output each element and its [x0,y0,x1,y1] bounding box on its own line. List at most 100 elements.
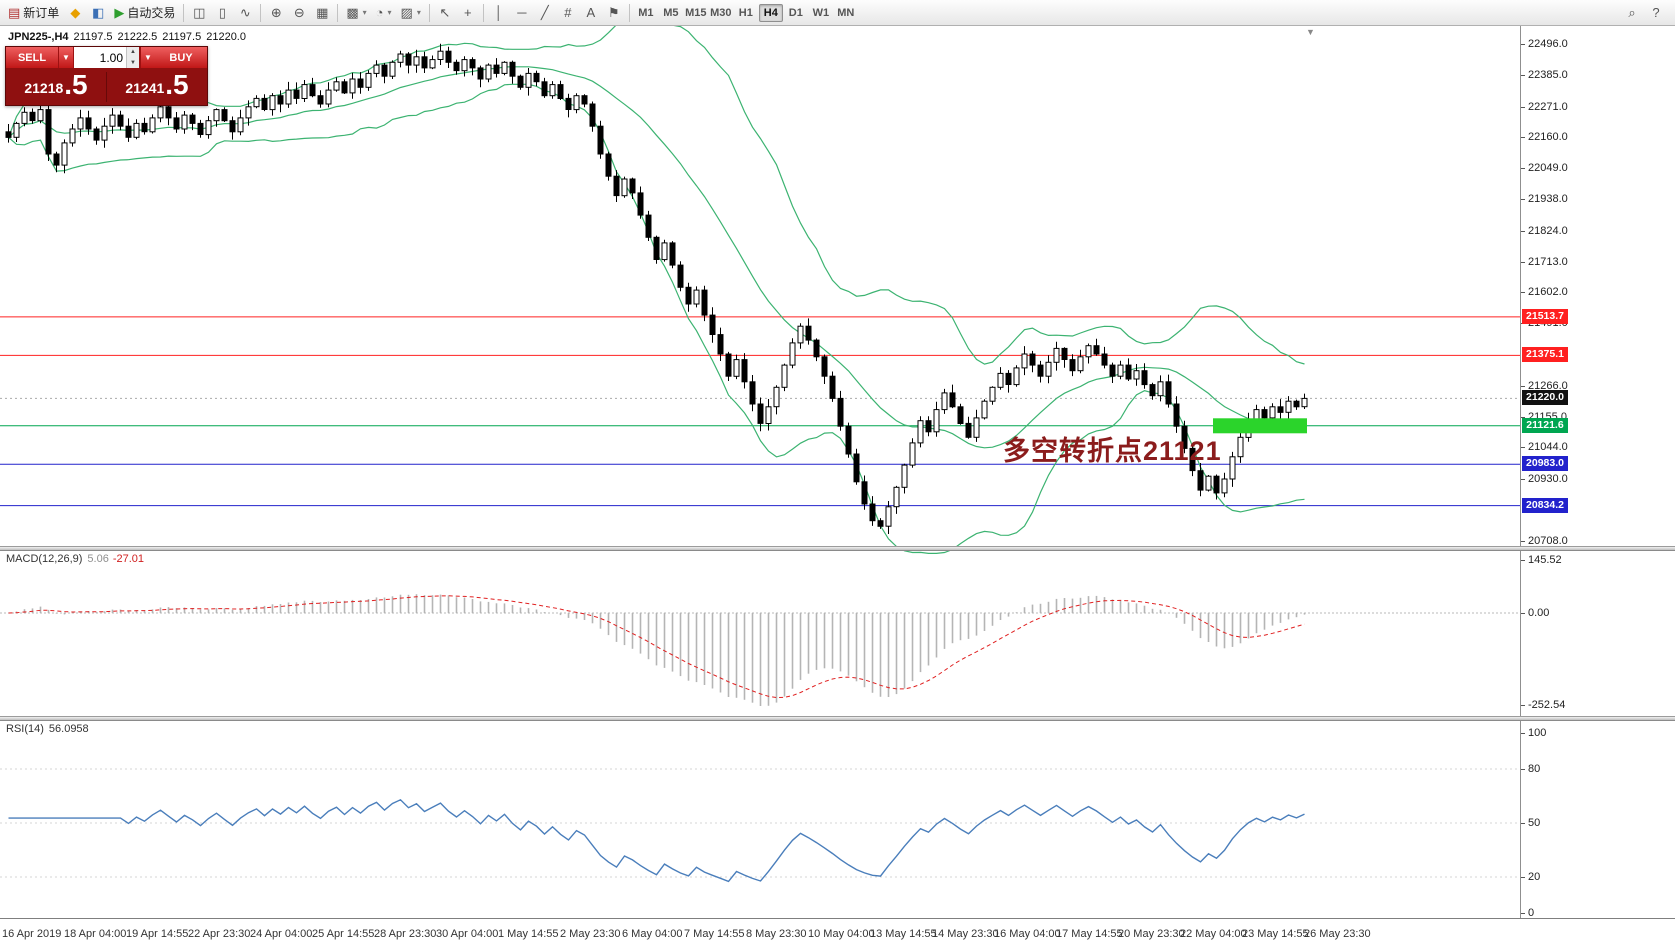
line-chart-button[interactable]: ∿ [234,3,256,23]
fibonacci-button[interactable]: # [557,3,579,23]
price-divider [106,71,107,102]
price-axis-label: 21938.0 [1528,193,1568,205]
volume-down-icon[interactable]: ▼ [127,57,139,68]
metaeditor-button[interactable]: ◆ [64,3,86,23]
time-axis-label: 25 Apr 14:55 [312,928,375,940]
axis-tick [1521,559,1525,561]
timeframe-m1-button[interactable]: M1 [638,6,654,19]
timeframe-m30-button[interactable]: M30 [710,6,732,19]
price-axis-label: 21044.0 [1528,441,1568,454]
axis-tick [1521,261,1525,263]
macd-axis-label: 0.00 [1528,607,1550,619]
time-axis-label: 22 Apr 23:30 [188,928,251,940]
volume-up-icon[interactable]: ▲ [127,47,139,58]
rsi-axis-label: 80 [1528,763,1541,775]
vertical-line-button[interactable]: │ [488,3,510,23]
support-line-1-price-tag: 20983.0 [1522,456,1568,472]
sell-price[interactable]: 21218.5 [24,69,88,100]
help-button[interactable]: ? [1652,5,1660,20]
chart-shift-marker-icon: ▼ [1306,27,1315,37]
zoom-in-button[interactable]: ⊕ [265,3,287,23]
price-axis-label: 22160.0 [1528,131,1568,144]
new-chart-button[interactable]: ▩ ▾ [342,3,370,23]
price-axis-label: 22271.0 [1528,100,1568,113]
buy-button[interactable]: BUY [155,47,207,68]
crosshair-icon: + [464,5,472,20]
macd-value: 5.06 [87,553,109,565]
time-axis-label: 24 Apr 04:00 [250,928,313,940]
price-axis[interactable]: 22496.0 22385.0 22271.0 22160.0 22049.0 21938… [1520,26,1675,949]
toolbar-separator [428,3,430,22]
buy-price[interactable]: 21241.5 [125,69,189,100]
timeframe-h1-button[interactable]: H1 [738,6,753,19]
vertical-line-icon: │ [494,5,503,20]
autotrading-icon: ▶ [114,5,125,20]
line-chart-icon: ∿ [239,5,251,20]
new-order-icon: ▤ [8,5,21,20]
search-button[interactable]: ⌕ [1628,4,1636,20]
trendline-icon: ╱ [540,5,549,20]
bar-chart-button[interactable]: ◫ [188,3,210,23]
macd-indicator-header: MACD(12,26,9) 5.06 -27.01 [6,553,145,565]
time-axis-label: 19 Apr 14:55 [126,928,189,940]
buy-options-caret[interactable]: ▼ [140,47,155,68]
time-axis-label: 7 May 14:55 [684,928,745,940]
pivot-highlight-box [1213,418,1307,434]
timeframe-w1-button[interactable]: W1 [812,6,830,19]
sell-button[interactable]: SELL [6,47,58,68]
axis-tick [1521,74,1525,76]
resistance-line-2-price-tag: 21375.1 [1522,347,1568,363]
timeframe-mn-button[interactable]: MN [837,6,855,19]
horizontal-line-button[interactable]: ─ [511,3,533,23]
volume-input[interactable] [74,47,126,68]
new-order-button-label: 新订单 [23,6,60,20]
sell-options-caret[interactable]: ▼ [58,47,73,68]
tile-windows-icon: ▦ [316,5,329,20]
rsi-panel-splitter[interactable] [0,716,1675,721]
toolbar-right: ⌕? [1621,3,1671,23]
time-axis-label: 26 May 23:30 [1304,928,1371,940]
candlestick-chart-button[interactable]: ▯ [211,3,233,23]
volume-stepper[interactable]: ▲ ▼ [126,47,139,68]
timeframe-d1-button[interactable]: D1 [788,6,803,19]
autotrading-button[interactable]: ▶ 自动交易 [110,3,179,23]
market-watch-icon: ◧ [92,5,105,20]
timeframe-h4-button[interactable]: H4 [758,3,783,22]
macd-histogram [15,594,1306,706]
ohlc-high: 21222.5 [117,31,158,43]
time-axis-label: 6 May 04:00 [622,928,683,940]
cursor-button[interactable]: ↖ [434,3,456,23]
trendline-button[interactable]: ╱ [534,3,556,23]
axis-tick [1521,877,1525,878]
rsi-indicator-header: RSI(14) 56.0958 [6,723,89,735]
time-axis-label: 14 May 23:30 [932,928,999,940]
time-axis-label: 22 May 04:00 [1180,928,1247,940]
timeframe-m5-button[interactable]: M5 [663,6,679,19]
text-button[interactable]: A [580,3,602,23]
periods-icon: ◔ [375,5,384,20]
price-axis-label: 22496.0 [1528,38,1568,50]
autotrading-button-label: 自动交易 [127,6,176,20]
timeframe-m15-button[interactable]: M15 [685,6,707,19]
crosshair-button[interactable]: + [457,3,479,23]
tile-windows-button[interactable]: ▦ [311,3,333,23]
new-order-button[interactable]: ▤ 新订单 [4,3,63,23]
periods-button[interactable]: ◔ ▾ [372,3,396,23]
macd-panel-splitter[interactable] [0,546,1675,551]
axis-tick [1521,540,1525,542]
zoom-out-button[interactable]: ⊖ [288,3,310,23]
price-axis-label: 20930.0 [1528,473,1568,485]
time-axis[interactable]: 16 Apr 2019 18 Apr 04:00 19 Apr 14:55 22 Ap… [0,918,1675,949]
label-button[interactable]: ⚑ [603,3,625,23]
axis-tick [1521,479,1525,480]
toolbar-separator [628,3,630,22]
time-axis-label: 1 May 14:55 [498,928,559,940]
market-watch-button[interactable]: ◧ [87,3,109,23]
rsi-axis-label: 20 [1528,871,1541,883]
price-axis-label: 20708.0 [1528,534,1568,547]
toolbar-separator [183,3,185,22]
axis-tick [1521,447,1525,449]
candlestick-chart-icon: ▯ [218,5,226,20]
templates-button[interactable]: ▨ ▾ [397,3,425,23]
